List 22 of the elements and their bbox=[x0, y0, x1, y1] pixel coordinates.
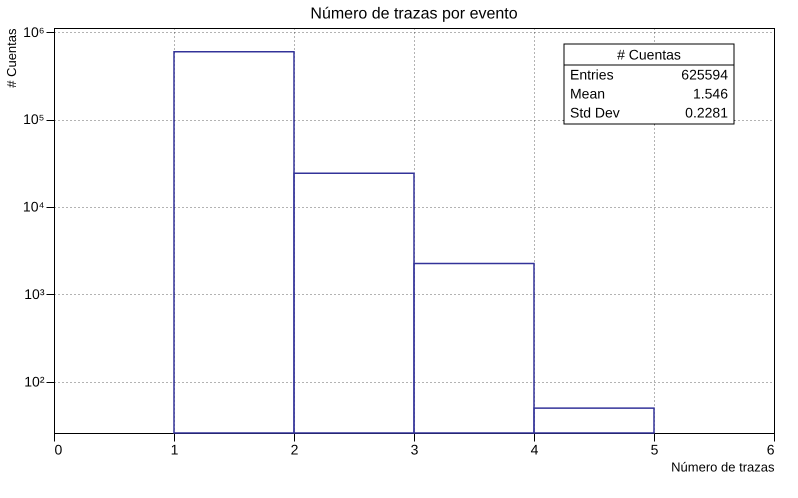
annotation: Entries bbox=[570, 66, 614, 82]
x-tick-label: 1 bbox=[170, 442, 179, 458]
chart-title: Número de trazas por evento bbox=[310, 5, 518, 22]
y-tick-label: 10⁶ bbox=[23, 24, 44, 40]
y-tick-label: 10⁴ bbox=[22, 198, 44, 215]
x-tick-label: 6 bbox=[766, 442, 775, 458]
annotation: 625594 bbox=[681, 66, 728, 82]
y-tick-label: 10³ bbox=[24, 286, 45, 302]
x-tick-label: 3 bbox=[410, 442, 419, 458]
y-tick-label: 10⁵ bbox=[23, 111, 44, 128]
y-tick-label: 10² bbox=[24, 373, 45, 390]
x-tick-label: 4 bbox=[530, 442, 539, 458]
x-tick-label: 2 bbox=[290, 442, 299, 458]
annotation: 1.546 bbox=[692, 86, 728, 102]
y-axis-title: # Cuentas bbox=[4, 28, 19, 88]
annotation: Std Dev bbox=[570, 104, 620, 120]
x-tick-label: 5 bbox=[650, 442, 659, 458]
x-tick-label: 0 bbox=[54, 442, 62, 458]
annotation: # Cuentas bbox=[617, 46, 681, 62]
x-axis-title: Número de trazas bbox=[671, 460, 775, 474]
annotation: Mean bbox=[570, 86, 606, 102]
annotation: 0.2281 bbox=[685, 104, 728, 120]
